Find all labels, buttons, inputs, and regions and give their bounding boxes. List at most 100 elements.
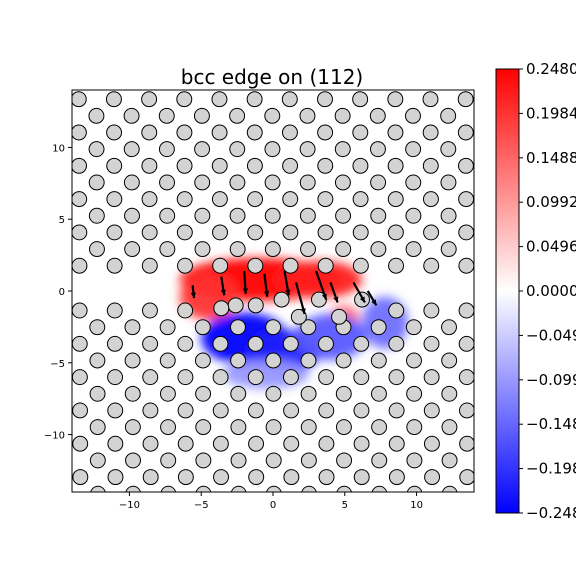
atom bbox=[282, 191, 299, 208]
atom bbox=[176, 91, 193, 108]
atom bbox=[93, 90, 100, 91]
y-tick-label: −5 bbox=[50, 359, 65, 370]
atom bbox=[124, 319, 141, 336]
atom bbox=[193, 107, 210, 124]
atom bbox=[405, 141, 422, 158]
atom bbox=[54, 108, 69, 123]
atom bbox=[370, 241, 387, 258]
displacement-arrow bbox=[294, 282, 306, 315]
atom bbox=[440, 207, 457, 224]
atom bbox=[317, 257, 334, 274]
atom bbox=[160, 419, 177, 436]
atom bbox=[195, 485, 212, 492]
atom bbox=[369, 141, 386, 158]
atom bbox=[247, 335, 264, 352]
atom bbox=[72, 124, 87, 141]
atom bbox=[265, 352, 282, 369]
x-tick-label: 10 bbox=[410, 500, 423, 511]
atom bbox=[264, 174, 281, 191]
atom bbox=[123, 107, 140, 124]
atom bbox=[387, 191, 404, 208]
atom bbox=[106, 191, 123, 208]
atom bbox=[88, 207, 105, 224]
y-tick-label: 10 bbox=[52, 143, 65, 154]
atom bbox=[299, 107, 316, 124]
atom bbox=[176, 157, 193, 174]
atom bbox=[177, 435, 194, 452]
atom bbox=[352, 124, 369, 141]
atom bbox=[317, 91, 333, 108]
atom bbox=[476, 75, 491, 90]
atom bbox=[125, 485, 141, 492]
atom bbox=[212, 257, 229, 274]
atom bbox=[370, 174, 387, 191]
atom bbox=[230, 485, 247, 492]
atom bbox=[158, 141, 175, 158]
atom bbox=[141, 157, 158, 174]
displacement-arrowhead bbox=[263, 291, 270, 297]
y-tick-label: 0 bbox=[59, 287, 65, 298]
displacement-arrowhead bbox=[300, 308, 306, 314]
atom bbox=[388, 302, 405, 319]
atom bbox=[353, 369, 370, 386]
atom bbox=[123, 174, 140, 191]
atom bbox=[352, 91, 369, 108]
displacement-arrowhead bbox=[359, 296, 365, 303]
atom bbox=[281, 91, 298, 108]
atom-core bbox=[213, 300, 230, 317]
atom bbox=[247, 402, 264, 419]
atom bbox=[72, 302, 88, 319]
colorbar-tick-label: −0.198 bbox=[526, 460, 576, 478]
atom bbox=[159, 241, 176, 258]
atom bbox=[336, 485, 352, 492]
atom bbox=[142, 335, 159, 352]
displacement-arrowhead bbox=[321, 293, 327, 300]
atom bbox=[72, 157, 87, 174]
atom bbox=[229, 107, 246, 124]
atom bbox=[194, 207, 211, 224]
atom bbox=[283, 435, 300, 452]
atom bbox=[248, 469, 265, 486]
atom bbox=[247, 369, 264, 386]
atom bbox=[406, 385, 423, 402]
atom bbox=[422, 157, 439, 174]
atom bbox=[213, 469, 229, 486]
atom bbox=[230, 319, 246, 336]
atom bbox=[477, 386, 492, 401]
colorbar-tick-label: −0.049 bbox=[526, 326, 576, 344]
x-tick-label: −10 bbox=[119, 500, 140, 511]
atom bbox=[440, 141, 457, 158]
atom bbox=[423, 302, 440, 319]
atom bbox=[423, 257, 440, 274]
atom bbox=[142, 369, 159, 386]
atom bbox=[441, 352, 458, 369]
atom bbox=[247, 257, 264, 274]
atom bbox=[459, 402, 474, 419]
atom bbox=[282, 257, 299, 274]
atom bbox=[458, 369, 474, 386]
atom bbox=[477, 420, 492, 435]
atom bbox=[177, 302, 194, 319]
chart-title: bcc edge on (112) bbox=[181, 65, 363, 89]
atom bbox=[300, 419, 317, 436]
atom bbox=[89, 319, 106, 336]
atom bbox=[283, 469, 300, 486]
atom bbox=[212, 402, 229, 419]
atom bbox=[212, 335, 229, 352]
atom bbox=[406, 452, 423, 469]
atom bbox=[72, 257, 88, 274]
colorbar-gradient bbox=[495, 68, 520, 514]
atom bbox=[89, 419, 106, 436]
atom bbox=[457, 157, 474, 174]
atom bbox=[72, 469, 89, 486]
atom bbox=[142, 402, 159, 419]
colorbar: 0.2480 0.1984 0.1488 0.0992 0.0496 0.0000 −0.0… bbox=[495, 60, 576, 522]
atom bbox=[282, 224, 299, 241]
atom bbox=[459, 435, 474, 452]
atom bbox=[423, 224, 440, 241]
atom bbox=[387, 124, 404, 141]
atom bbox=[230, 352, 247, 369]
atom bbox=[142, 469, 159, 486]
atom bbox=[159, 319, 176, 336]
atom bbox=[124, 385, 141, 402]
